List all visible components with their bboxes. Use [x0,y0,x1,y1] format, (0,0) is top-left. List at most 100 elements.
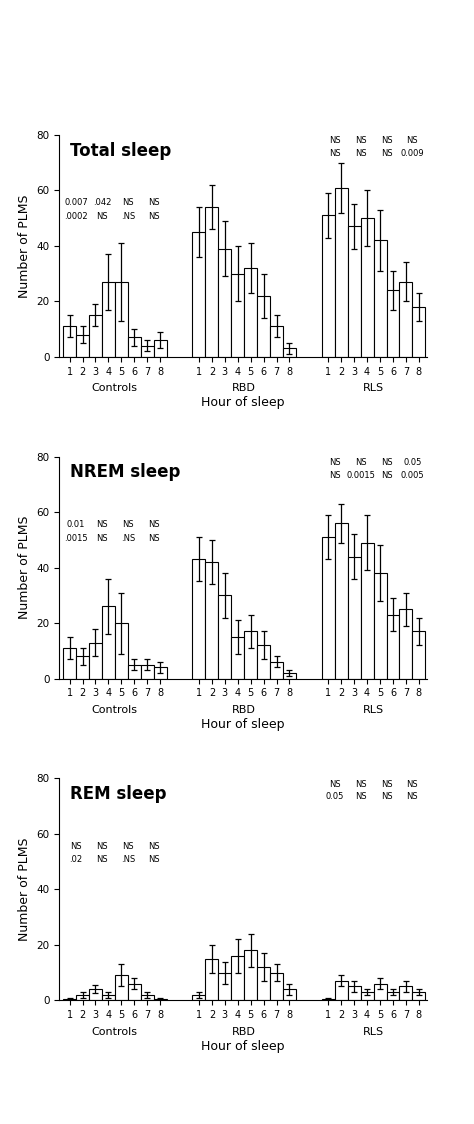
Text: .0002: .0002 [64,211,88,221]
Bar [335,188,348,356]
Bar [348,556,361,679]
Bar [128,664,141,679]
Bar [374,241,386,356]
Text: NS: NS [381,471,392,480]
Bar [205,207,219,356]
Bar [348,226,361,356]
Bar [322,216,335,356]
Text: NREM sleep: NREM sleep [70,463,181,481]
Text: NS: NS [407,780,418,789]
Bar [192,232,205,356]
Bar [231,957,244,1000]
Text: NS: NS [355,780,366,789]
Bar [76,656,89,679]
Bar [154,999,166,1000]
Bar [102,282,115,356]
Text: .0015: .0015 [64,534,88,543]
Text: NS: NS [96,534,108,543]
Text: NS: NS [329,471,341,480]
Bar [244,268,257,356]
Text: 0.01: 0.01 [67,519,85,528]
X-axis label: Hour of sleep: Hour of sleep [201,718,285,731]
Text: 0.007: 0.007 [64,198,88,207]
Text: NS: NS [70,842,82,851]
Text: NS: NS [148,534,159,543]
Text: NS: NS [148,198,159,207]
Bar [115,976,128,1000]
Bar [335,981,348,1000]
Bar [192,995,205,1000]
Text: RBD: RBD [232,383,256,393]
Text: NS: NS [122,198,134,207]
Bar [374,573,386,679]
Bar [244,951,257,1000]
Y-axis label: Number of PLMS: Number of PLMS [18,194,31,298]
Text: Controls: Controls [92,1026,138,1036]
Text: RLS: RLS [363,383,384,393]
Bar [231,273,244,356]
Bar [76,995,89,1000]
Bar [89,315,102,356]
Text: NS: NS [148,519,159,528]
Bar [141,346,154,356]
Bar [412,632,425,679]
Text: NS: NS [329,780,341,789]
Bar [115,282,128,356]
Text: .02: .02 [70,855,82,864]
Bar [63,649,76,679]
Bar [322,537,335,679]
Bar [102,995,115,1000]
Text: NS: NS [96,211,108,221]
Text: NS: NS [148,842,159,851]
Bar [257,296,270,356]
Bar [270,326,283,356]
Bar [400,609,412,679]
X-axis label: Hour of sleep: Hour of sleep [201,396,285,409]
Bar [283,673,296,679]
Bar [400,282,412,356]
Text: NS: NS [381,792,392,801]
Text: RLS: RLS [363,705,384,715]
Text: NS: NS [148,211,159,221]
Bar [361,992,374,1000]
Y-axis label: Number of PLMS: Number of PLMS [18,516,31,619]
Bar [192,560,205,679]
Bar [270,662,283,679]
Text: NS: NS [355,148,366,157]
Bar [154,668,166,679]
Bar [63,999,76,1000]
Bar [128,984,141,1000]
Text: NS: NS [96,519,108,528]
Text: NS: NS [355,459,366,468]
Bar [257,645,270,679]
Text: Controls: Controls [92,383,138,393]
Text: NS: NS [96,855,108,864]
Bar [386,615,400,679]
Text: NS: NS [355,792,366,801]
Bar [400,987,412,1000]
Bar [219,596,231,679]
Text: 0.005: 0.005 [401,471,424,480]
Text: NS: NS [381,148,392,157]
Text: NS: NS [122,842,134,851]
Bar [205,562,219,679]
Bar [412,992,425,1000]
Bar [257,967,270,1000]
Text: .NS: .NS [121,534,135,543]
Text: Controls: Controls [92,705,138,715]
Text: NS: NS [122,519,134,528]
Text: Total sleep: Total sleep [70,142,172,160]
Text: 0.0015: 0.0015 [346,471,375,480]
Text: NS: NS [329,148,341,157]
Bar [205,959,219,1000]
Text: .NS: .NS [121,855,135,864]
Bar [244,632,257,679]
Bar [219,248,231,356]
Text: NS: NS [407,792,418,801]
Text: NS: NS [381,459,392,468]
Bar [231,637,244,679]
Text: .NS: .NS [121,211,135,221]
Text: RBD: RBD [232,1026,256,1036]
Bar [89,989,102,1000]
Bar [386,992,400,1000]
